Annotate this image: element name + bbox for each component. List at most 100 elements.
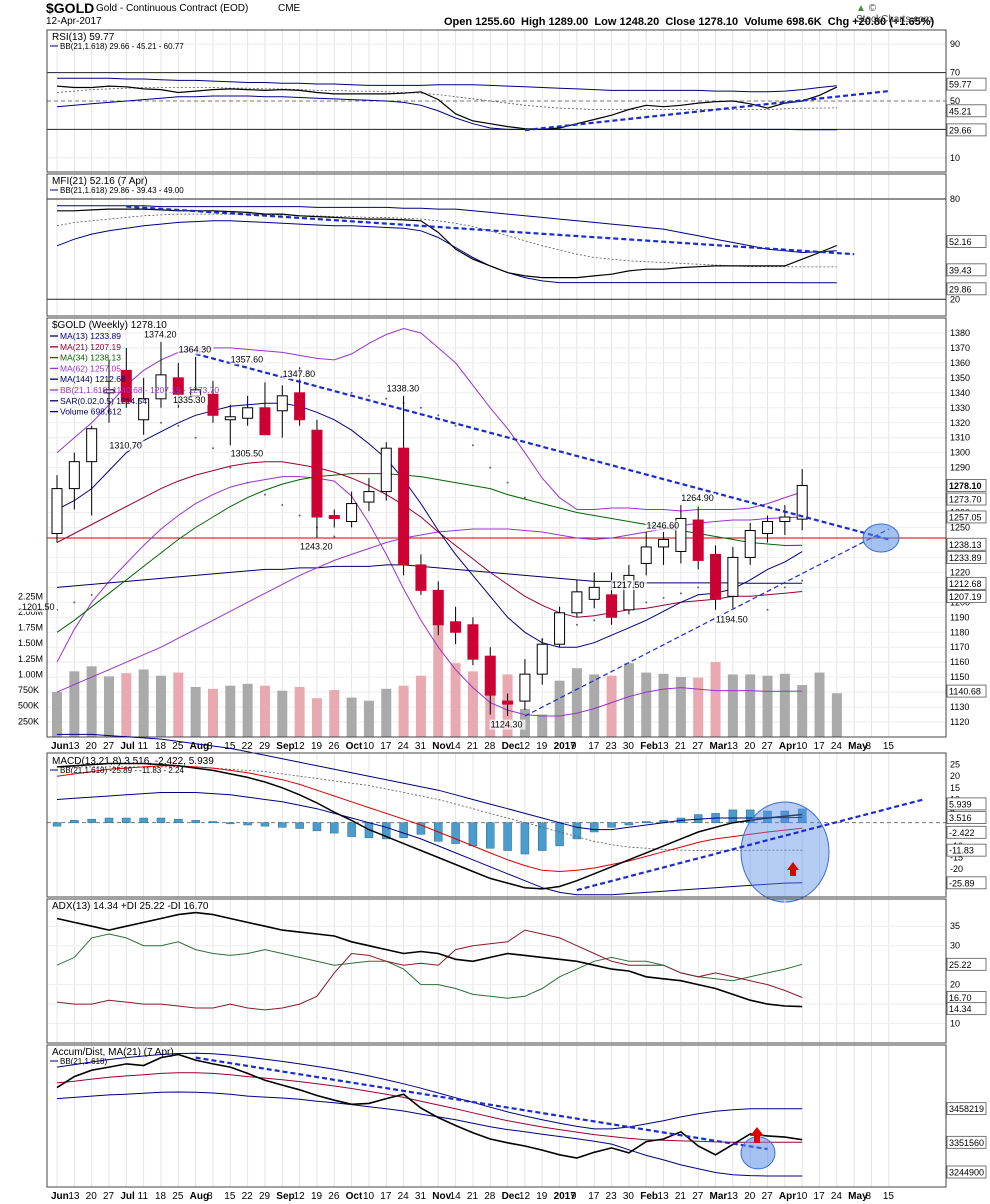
x-axis-label-bottom: Jun — [51, 1191, 69, 1202]
y-tick-label: 1130 — [950, 702, 969, 712]
y-tick-label: 1120 — [950, 717, 969, 727]
sar-dot — [333, 535, 336, 538]
panel-legend-price: MA(21) 1207.19 — [60, 342, 121, 352]
x-axis-label: Jul — [120, 741, 135, 752]
x-axis-label: 20 — [86, 741, 98, 752]
candle — [640, 546, 652, 564]
y-tick-label: 1360 — [950, 358, 970, 368]
price-last-value: 1207.19 — [949, 592, 982, 602]
y-tick-label: 5 — [950, 806, 955, 816]
annotation-bg — [177, 344, 214, 355]
volume-bar — [173, 672, 184, 737]
volume-tick-label: 1.75M — [18, 623, 43, 633]
value-box — [946, 537, 987, 551]
adx-line — [56, 911, 803, 1008]
macd-histogram-bar — [139, 817, 148, 823]
macd-histogram-bar — [156, 817, 166, 823]
exchange-label: CME — [278, 3, 301, 14]
price-annotation: 1357.60 — [231, 354, 264, 364]
x-axis-label-bottom: Sep — [276, 1191, 294, 1202]
mfi-last-value: 39.43 — [949, 265, 972, 275]
volume-bar — [727, 674, 738, 737]
volume-bar — [693, 677, 704, 737]
price-uptrend-line — [524, 528, 890, 717]
candle — [51, 488, 63, 534]
x-axis-label-bottom: 10 — [796, 1191, 808, 1202]
x-axis-label-bottom: 19 — [536, 1191, 548, 1202]
volume-bar — [294, 686, 305, 737]
accdist-last-value: 3244900 — [949, 1167, 984, 1177]
ohlc-summary: Open 1255.60 High 1289.00 Low 1248.20 Cl… — [444, 16, 935, 28]
mfi-trendline — [126, 205, 855, 256]
y-tick-label: 1160 — [950, 657, 969, 667]
candle — [86, 428, 98, 463]
rsi-line — [56, 85, 838, 131]
x-axis-label-bottom: Dec — [502, 1191, 521, 1202]
macd-histogram-bar — [555, 822, 564, 847]
x-axis-label: 31 — [415, 741, 427, 752]
x-axis-label: 19 — [536, 741, 548, 752]
x-axis-label: 13 — [727, 741, 739, 752]
candle — [398, 447, 410, 566]
price-bb-upper — [56, 327, 803, 512]
y-tick-label: 20 — [950, 294, 960, 304]
price-last-value: 1257.05 — [949, 512, 982, 522]
volume-bar — [554, 680, 565, 737]
value-box — [946, 492, 987, 506]
value-box — [946, 811, 987, 824]
macd-histogram-bar — [70, 820, 79, 823]
value-box — [946, 957, 987, 971]
adx-panel-frame — [46, 898, 947, 1044]
candle — [155, 374, 167, 400]
symbol-title: $GOLD — [46, 0, 95, 16]
x-axis-label-bottom: 27 — [692, 1191, 704, 1202]
volume-bar — [103, 676, 114, 737]
panel-legend-rsi: BB(21,1.618) 29.66 - 45.21 - 60.77 — [60, 42, 184, 51]
sar-dot — [662, 596, 665, 599]
candle — [779, 516, 791, 523]
macd-bb-lower — [56, 792, 803, 896]
volume-bar — [207, 688, 218, 737]
ma144-line — [56, 564, 803, 588]
x-axis-label: 13 — [68, 741, 80, 752]
y-tick-label: 1180 — [950, 627, 969, 637]
x-axis-label: 26 — [328, 741, 340, 752]
macd-histogram-bar — [572, 822, 582, 840]
candle — [450, 621, 462, 633]
x-axis-label: 10 — [363, 741, 375, 752]
macd-histogram-bar — [503, 822, 512, 851]
x-axis-label: 10 — [796, 741, 808, 752]
x-axis-label: 21 — [675, 741, 687, 752]
macd-bb-upper — [57, 733, 803, 831]
annotation-bg — [108, 440, 145, 451]
highlight-circle — [862, 523, 900, 553]
x-axis-label: 27 — [762, 741, 774, 752]
mfi-last-value: 52.16 — [949, 237, 972, 247]
rsi-bb-upper — [57, 77, 837, 93]
volume-bar — [311, 698, 322, 737]
panel-title-mfi: MFI(21) 52.16 (7 Apr) — [52, 176, 148, 187]
x-axis-label: 13 — [658, 741, 670, 752]
sar-dot — [437, 414, 440, 417]
x-axis-label-bottom: 23 — [606, 1191, 618, 1202]
x-axis-label: 12 — [519, 741, 531, 752]
candle — [276, 395, 288, 412]
x-axis-label: Sep — [276, 741, 294, 752]
panel-legend-mfi: BB(21,1.618) 29.86 - 39.43 - 49.00 — [60, 186, 184, 195]
x-axis-label-bottom: Feb — [640, 1191, 658, 1202]
annotation-bg — [489, 719, 526, 730]
macd-last-value: -2.422 — [949, 828, 975, 838]
volume-tick-label: 2.25M — [18, 591, 43, 601]
price-annotation: 1347.80 — [283, 369, 316, 379]
x-axis-label: 20 — [744, 741, 756, 752]
mfi-bb-upper — [57, 205, 837, 254]
volume-bar — [623, 663, 634, 737]
x-axis-label-bottom: Nov — [432, 1191, 451, 1202]
x-axis-label-bottom: 11 — [138, 1191, 149, 1202]
y-tick-label: 25 — [950, 760, 960, 770]
sar-dot — [454, 424, 457, 427]
price-panel-frame — [46, 317, 947, 738]
candle — [606, 594, 618, 618]
price-annotation: 1310.70 — [109, 441, 142, 451]
